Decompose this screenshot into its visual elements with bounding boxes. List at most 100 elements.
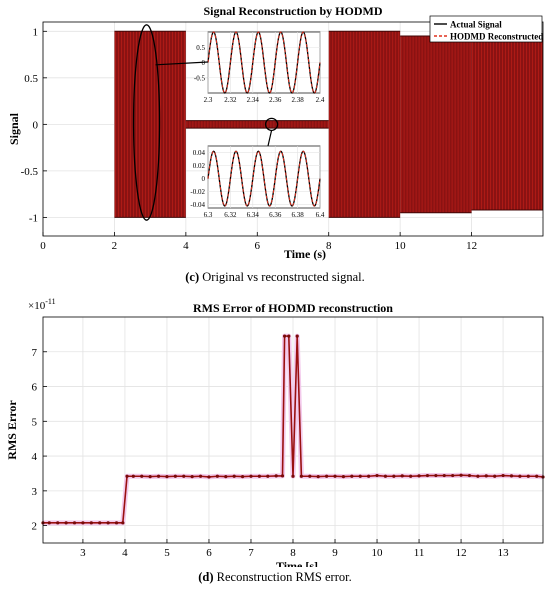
x-tick-label: 4 [122, 547, 128, 559]
rms-error-point [249, 474, 253, 478]
y-tick-label: 3 [32, 486, 38, 498]
signal-oscillation [472, 38, 542, 210]
rms-error-point [383, 474, 388, 478]
rms-error-point [240, 474, 245, 479]
legend-label: Actual Signal [450, 20, 502, 30]
rms-error-point [417, 474, 421, 478]
rms-error-point [190, 474, 194, 479]
signal-band [400, 35, 472, 213]
rms-error-point [266, 474, 270, 478]
rms-error-point [316, 474, 320, 479]
rms-error-point [493, 474, 497, 478]
y-axis-label: Signal [7, 112, 21, 145]
signal-oscillation [115, 31, 185, 218]
rms-error-point [64, 521, 68, 525]
inset-2: 6.3 6.32 6.34 6.36 6.38 6.4 -0.04 -0.02 0 0.02 0.0… [190, 145, 325, 219]
rms-error-point [224, 474, 228, 479]
inset-x-tick-label: 2.4 [316, 96, 325, 104]
y-tick-label: 7 [32, 347, 38, 359]
x-axis-label: Time [s] [276, 559, 318, 567]
rms-error-point [215, 474, 219, 478]
rms-error-point [198, 474, 203, 478]
y-tick-label: 5 [32, 416, 38, 428]
rms-error-point [518, 474, 522, 478]
rms-error-point [333, 474, 337, 478]
rms-error-point [182, 474, 186, 478]
rms-error-point [156, 474, 161, 478]
y-axis-label: RMS Error [5, 400, 19, 460]
rms-error-point [81, 521, 85, 525]
rms-error-point [295, 334, 299, 338]
rms-error-point [476, 474, 480, 478]
rms-error-point [257, 474, 261, 478]
inset-y-tick-label: 0 [202, 175, 206, 183]
y-tick-label: 0.5 [24, 73, 38, 85]
rms-error-point [392, 474, 396, 478]
rms-error-point [72, 521, 77, 525]
inset-x-tick-label: 6.3 [204, 211, 213, 219]
inset-y-tick-label: 0 [202, 59, 206, 67]
x-tick-label: 12 [456, 547, 467, 559]
x-tick-label: 6 [255, 240, 261, 252]
rms-error-point [459, 473, 463, 477]
rms-error-point [131, 474, 135, 478]
x-tick-label: 5 [164, 547, 170, 559]
rms-error-point [350, 474, 354, 478]
rms-error-point [140, 474, 144, 478]
signal-band [185, 120, 329, 129]
inset-x-tick-label: 2.3 [204, 96, 213, 104]
rms-error-point [509, 474, 514, 478]
rms-error-point [148, 474, 152, 479]
chart-title: RMS Error of HODMD reconstruction [193, 301, 393, 315]
rms-error-point [367, 474, 371, 478]
rms-error-point [280, 474, 285, 478]
x-tick-label: 3 [80, 547, 86, 559]
inset-x-tick-label: 6.34 [247, 211, 260, 219]
x-tick-label: 10 [395, 240, 407, 252]
caption-c-text: Original vs reconstructed signal. [202, 270, 365, 284]
inset-x-tick-label: 2.38 [291, 96, 304, 104]
x-tick-label: 10 [372, 547, 384, 559]
axes-box [42, 21, 544, 237]
rms-error-point [114, 521, 119, 525]
inset-x-tick-label: 2.32 [224, 96, 237, 104]
rms-error-point [308, 474, 312, 478]
x-tick-label: 8 [290, 547, 296, 559]
rms-error-point [341, 474, 346, 479]
rms-error-point [106, 521, 110, 525]
y-tick-label: 2 [32, 521, 38, 533]
rms-error-point [121, 521, 125, 525]
rms-error-point [442, 473, 446, 478]
rms-error-point [173, 474, 177, 478]
x-tick-label: 6 [206, 547, 212, 559]
rms-error-point [125, 474, 129, 478]
caption-d: (d) Reconstruction RMS error. [0, 570, 550, 585]
x-tick-label: 13 [498, 547, 510, 559]
inset-y-tick-label: -0.5 [194, 74, 206, 82]
rms-error-point [299, 474, 304, 478]
inset-y-tick-label: 0.04 [193, 149, 206, 157]
inset-x-tick-label: 6.4 [316, 211, 325, 219]
rms-error-point [484, 474, 488, 478]
x-tick-label: 9 [332, 547, 338, 559]
y-tick-label: 1 [33, 26, 39, 38]
x-tick-label: 2 [112, 240, 118, 252]
zoom-connector [267, 130, 273, 147]
rms-error-point [98, 521, 102, 525]
x-axis-label: Time (s) [284, 247, 326, 261]
signal-oscillation [329, 31, 400, 218]
chart-title: Signal Reconstruction by HODMD [203, 4, 382, 18]
y-tick-label: 6 [32, 382, 38, 394]
inset-y-tick-label: 0.5 [196, 44, 205, 52]
signal-reconstruction-chart: 0 2 4 6 8 10 12 -1 -0.5 0 0.5 1 Signal Reconstructio… [7, 4, 544, 261]
inset-x-tick-label: 2.34 [247, 96, 260, 104]
rms-error-point [375, 473, 379, 478]
rms-error-point [207, 475, 211, 479]
rms-error-point [287, 334, 291, 338]
caption-c: (c) Original vs reconstructed signal. [0, 270, 550, 285]
scale-exponent: -11 [45, 297, 55, 306]
legend-label: HODMD Reconstructed [450, 32, 543, 42]
signal-band [114, 31, 186, 218]
signal-oscillation [400, 35, 471, 213]
rms-error-point [325, 474, 329, 478]
